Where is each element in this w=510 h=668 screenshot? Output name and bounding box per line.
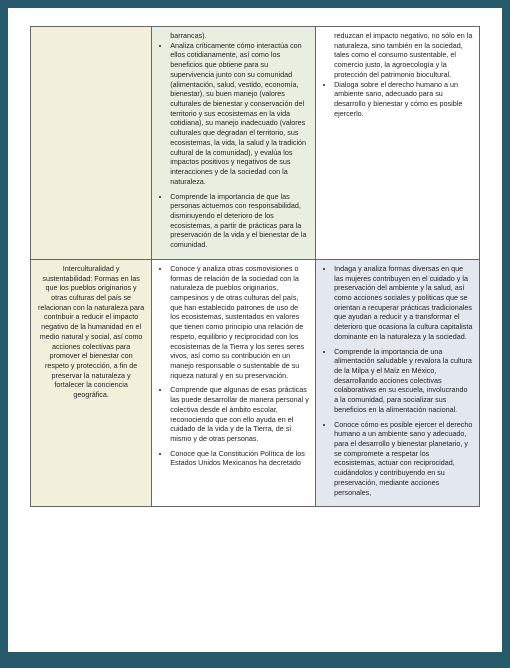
bullet-list: Conoce y analiza otras cosmovisiones o f… <box>158 264 309 468</box>
bullet-list: Dialoga sobre el derecho humano a un amb… <box>322 80 473 119</box>
list-item: Comprende que algunas de esas prácticas … <box>170 385 309 443</box>
list-item: Dialoga sobre el derecho humano a un amb… <box>334 80 473 119</box>
list-item: Conoce cómo es posible ejercer el derech… <box>334 420 473 498</box>
page: barrancas). Analiza críticamente cómo in… <box>8 8 502 652</box>
bullet-list: Indaga y analiza formas diversas en que … <box>322 264 473 498</box>
bullet-list: Analiza críticamente cómo interactúa con… <box>158 41 309 250</box>
topic-title: Interculturalidad y sustentabilidad: For… <box>37 264 145 400</box>
continuation-text: barrancas). <box>158 31 309 41</box>
curriculum-table: barrancas). Analiza críticamente cómo in… <box>30 26 480 507</box>
list-item: Comprende la importancia de que las pers… <box>170 192 309 250</box>
list-item: Analiza críticamente cómo interactúa con… <box>170 41 309 187</box>
cell-r2-c1: Interculturalidad y sustentabilidad: For… <box>31 259 152 507</box>
list-item: Conoce que la Constitución Política de l… <box>170 449 309 468</box>
table-row: Interculturalidad y sustentabilidad: For… <box>31 259 480 507</box>
continuation-text: reduzcan el impacto negativo, no sólo en… <box>322 31 473 80</box>
cell-r1-c2: barrancas). Analiza críticamente cómo in… <box>152 27 316 260</box>
list-item: Indaga y analiza formas diversas en que … <box>334 264 473 342</box>
cell-r2-c2: Conoce y analiza otras cosmovisiones o f… <box>152 259 316 507</box>
cell-r1-c3: reduzcan el impacto negativo, no sólo en… <box>316 27 480 260</box>
list-item: Conoce y analiza otras cosmovisiones o f… <box>170 264 309 381</box>
cell-r2-c3: Indaga y analiza formas diversas en que … <box>316 259 480 507</box>
cell-r1-c1 <box>31 27 152 260</box>
table-row: barrancas). Analiza críticamente cómo in… <box>31 27 480 260</box>
list-item: Comprende la importancia de una alimenta… <box>334 347 473 415</box>
